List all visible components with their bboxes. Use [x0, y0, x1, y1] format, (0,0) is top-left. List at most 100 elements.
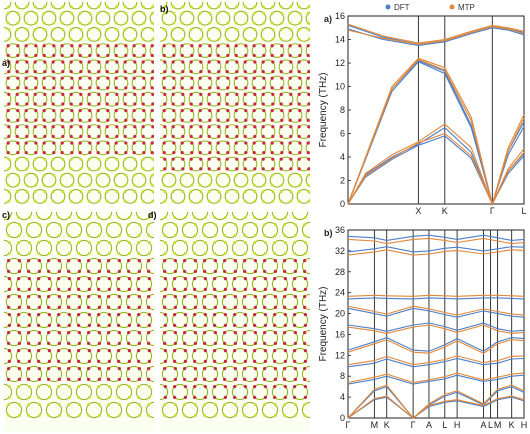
oxygen-atom — [87, 331, 91, 335]
lattice-ring — [65, 221, 83, 239]
oxygen-atom — [142, 151, 146, 155]
oxygen-atom — [273, 313, 277, 317]
oxygen-atom — [7, 377, 11, 381]
oxygen-atom — [253, 377, 257, 381]
oxygen-atom — [127, 269, 131, 273]
oxygen-atom — [133, 125, 137, 129]
lattice-ring — [161, 108, 177, 123]
oxygen-atom — [253, 359, 257, 363]
silicon-atom — [47, 395, 51, 399]
lattice-ring — [233, 75, 249, 91]
silicon-atom — [115, 28, 119, 31]
oxygen-atom — [78, 86, 82, 90]
silicon-atom — [25, 190, 29, 193]
oxygen-atom — [207, 60, 211, 64]
silicon-atom — [171, 37, 175, 41]
oxygen-atom — [207, 134, 211, 139]
silicon-atom — [189, 28, 193, 31]
lattice-ring — [95, 275, 113, 293]
lattice-ring — [271, 275, 289, 293]
silicon-atom — [87, 157, 91, 161]
oxygen-atom — [193, 287, 197, 291]
oxygen-atom — [213, 367, 217, 371]
lattice-ring — [104, 59, 120, 75]
oxygen-atom — [127, 313, 131, 317]
lattice-ring — [231, 275, 249, 293]
silicon-atom — [69, 199, 73, 203]
silicon-atom — [223, 403, 227, 407]
oxygen-atom — [244, 151, 248, 155]
lattice-ring — [115, 383, 133, 401]
silicon-atom — [173, 403, 177, 407]
oxygen-atom — [223, 277, 227, 281]
oxygen-atom — [193, 359, 197, 363]
silicon-atom — [7, 190, 11, 193]
oxygen-atom — [127, 259, 131, 263]
silicon-atom — [306, 11, 310, 15]
lattice-ring — [23, 140, 39, 156]
lattice-ring — [135, 311, 153, 329]
oxygen-atom — [190, 53, 194, 58]
oxygen-atom — [60, 44, 64, 48]
lattice-ring — [271, 383, 289, 401]
oxygen-atom — [133, 134, 137, 139]
silicon-atom — [6, 11, 10, 15]
oxygen-atom — [107, 359, 111, 363]
silicon-atom — [51, 28, 55, 31]
oxygen-atom — [223, 295, 227, 299]
lattice-ring — [45, 257, 63, 275]
oxygen-atom — [87, 287, 91, 291]
silicon-atom — [43, 167, 47, 171]
oxygen-atom — [87, 341, 91, 345]
oxygen-atom — [7, 259, 11, 263]
silicon-atom — [47, 241, 51, 245]
silicon-atom — [173, 233, 177, 237]
oxygen-atom — [43, 60, 47, 64]
lattice-ring — [161, 293, 179, 311]
silicon-atom — [217, 5, 221, 9]
oxygen-atom — [243, 277, 247, 281]
oxygen-atom — [183, 313, 187, 317]
oxygen-atom — [57, 277, 61, 281]
lattice-ring — [278, 27, 294, 42]
oxygen-atom — [77, 377, 81, 381]
lattice-ring — [281, 401, 299, 419]
lattice-ring — [125, 221, 143, 239]
oxygen-atom — [180, 86, 184, 90]
oxygen-atom — [262, 44, 266, 48]
silicon-atom — [33, 28, 37, 31]
lattice-ring — [77, 10, 93, 26]
chart-panel-label: a) — [324, 14, 332, 24]
silicon-atom — [151, 157, 154, 161]
silicon-atom — [193, 215, 197, 219]
oxygen-atom — [107, 305, 111, 309]
oxygen-atom — [87, 295, 91, 299]
lattice-ring — [77, 140, 93, 156]
oxygen-atom — [225, 102, 229, 106]
oxygen-atom — [107, 367, 111, 371]
lattice-ring — [149, 11, 154, 25]
silicon-atom — [87, 190, 91, 193]
oxygen-atom — [190, 108, 194, 113]
silicon-atom — [70, 21, 74, 25]
oxygen-atom — [106, 53, 110, 58]
oxygen-atom — [51, 102, 55, 106]
oxygen-atom — [234, 118, 238, 122]
oxygen-atom — [298, 151, 302, 155]
oxygen-atom — [6, 53, 10, 58]
oxygen-atom — [307, 125, 310, 129]
silicon-atom — [303, 403, 307, 407]
oxygen-atom — [173, 269, 177, 273]
oxygen-atom — [117, 313, 121, 317]
lattice-ring — [171, 383, 189, 401]
oxygen-atom — [216, 151, 220, 155]
y-tick-label: 4 — [340, 152, 345, 162]
silicon-atom — [123, 199, 127, 203]
oxygen-atom — [142, 44, 146, 48]
lattice-ring — [197, 108, 213, 123]
phonon-branch-mtp — [347, 355, 525, 366]
oxygen-atom — [78, 108, 82, 113]
oxygen-atom — [233, 331, 237, 335]
oxygen-atom — [127, 323, 131, 327]
oxygen-atom — [163, 359, 167, 363]
